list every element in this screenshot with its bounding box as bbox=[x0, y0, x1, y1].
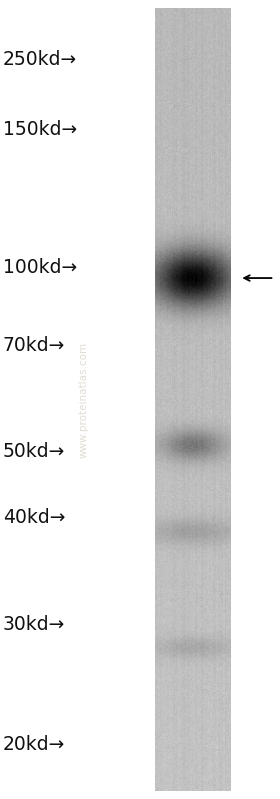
Text: 250kd→: 250kd→ bbox=[3, 50, 77, 70]
Text: 70kd→: 70kd→ bbox=[3, 336, 65, 355]
Text: 40kd→: 40kd→ bbox=[3, 508, 65, 527]
Text: 100kd→: 100kd→ bbox=[3, 258, 77, 277]
Text: 150kd→: 150kd→ bbox=[3, 120, 77, 139]
Text: 50kd→: 50kd→ bbox=[3, 442, 65, 461]
Text: 30kd→: 30kd→ bbox=[3, 615, 65, 634]
Text: 20kd→: 20kd→ bbox=[3, 735, 65, 754]
Text: www.proteinatlas.com: www.proteinatlas.com bbox=[79, 341, 89, 458]
